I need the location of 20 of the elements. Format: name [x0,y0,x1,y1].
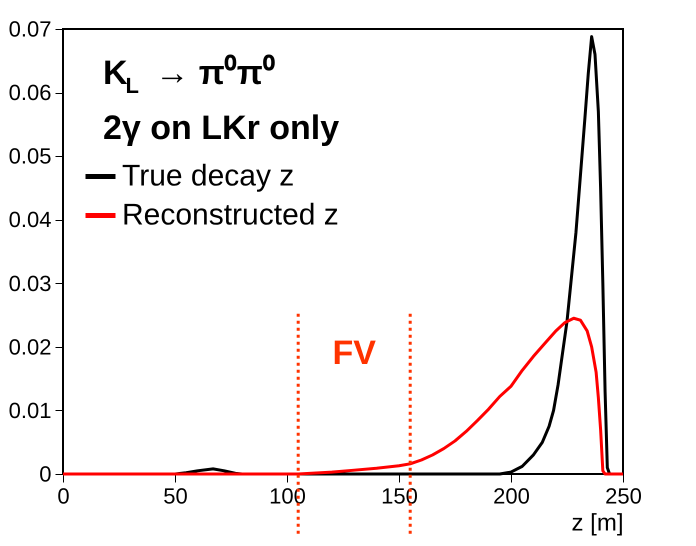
x-tick-label: 50 [163,484,188,508]
legend-label: True decay z [122,160,294,192]
x-tick-label: 100 [269,484,306,508]
y-tick-label: 0.03 [8,270,52,296]
annotation: 2γ on LKr only [103,109,340,147]
y-tick-label: 0.01 [8,398,52,423]
y-tick-label: 0.07 [8,16,52,42]
x-tick-label: 250 [605,484,642,508]
x-axis-title: z [m] [572,510,624,536]
legend-label: Reconstructed z [122,198,339,232]
line-series [62,316,624,476]
y-tick-label: 0.06 [8,80,52,106]
x-tick-label: 200 [493,484,530,508]
x-tick-label: 0 [57,484,70,508]
annotation: FV [332,334,376,372]
x-tick-label: 150 [381,484,418,508]
y-tick-label: 0.02 [8,334,52,360]
y-tick-label: 0.04 [8,207,52,232]
y-tick-label: 0.05 [8,144,52,169]
y-tick-label: 0 [39,462,52,486]
